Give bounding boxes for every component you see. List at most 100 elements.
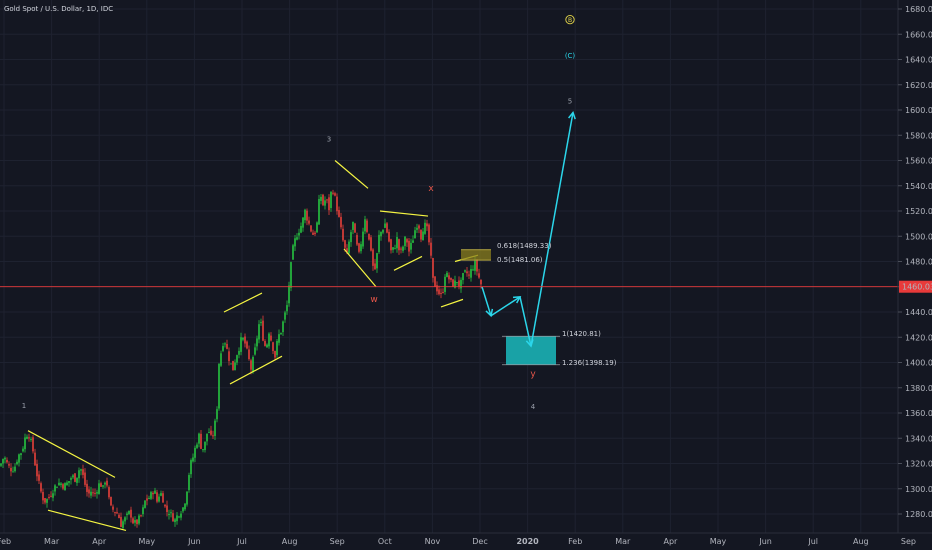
candle-body-down bbox=[336, 196, 338, 212]
pattern-upper-trendline[interactable] bbox=[334, 160, 369, 189]
candle-body-up bbox=[64, 483, 66, 491]
price-tick-label: 1520.00 bbox=[905, 207, 932, 216]
candle-body-down bbox=[48, 496, 50, 498]
candle-body-down bbox=[370, 237, 372, 251]
candle-body-up bbox=[470, 269, 472, 278]
candle-body-down bbox=[366, 220, 368, 232]
projection-arrows[interactable] bbox=[481, 110, 576, 348]
pattern-upper-trendline[interactable] bbox=[27, 430, 116, 478]
candle-body-up bbox=[186, 491, 188, 505]
projection-segment[interactable] bbox=[481, 286, 492, 317]
candle-body-up bbox=[70, 478, 72, 480]
candle-body-up bbox=[194, 447, 196, 458]
candle-body-up bbox=[168, 513, 170, 515]
price-tick-label: 1480.00 bbox=[905, 258, 932, 267]
candle-body-up bbox=[66, 482, 68, 486]
candle-body-down bbox=[408, 240, 410, 252]
candle-body-down bbox=[442, 292, 444, 294]
candle-body-up bbox=[384, 223, 386, 228]
candle-body-up bbox=[16, 461, 18, 465]
time-tick-label: Nov bbox=[425, 537, 441, 546]
pattern-upper-trendline[interactable] bbox=[379, 210, 429, 217]
candle-body-up bbox=[302, 217, 304, 228]
candle-body-down bbox=[372, 249, 374, 266]
candle-body-up bbox=[410, 242, 412, 250]
candle-body-up bbox=[150, 492, 152, 499]
price-tick-label: 1340.00 bbox=[905, 434, 932, 443]
candle-body-down bbox=[166, 505, 168, 512]
candle-body-down bbox=[452, 279, 454, 287]
candle-body-up bbox=[392, 247, 394, 250]
price-axis[interactable]: 1280.00 1300.00 1320.00 1340.00 1360.00 1380.… bbox=[898, 5, 932, 519]
wave-b-circle bbox=[565, 14, 575, 25]
candle-body-up bbox=[266, 344, 268, 348]
price-axis-area[interactable] bbox=[898, 0, 932, 550]
pattern-upper-trendline[interactable] bbox=[223, 292, 263, 313]
candle-body-up bbox=[192, 457, 194, 462]
time-tick-label: Mar bbox=[44, 537, 60, 546]
candle-body-down bbox=[406, 239, 408, 243]
pattern-drawings[interactable] bbox=[27, 160, 479, 531]
candle-body-down bbox=[476, 260, 478, 272]
candle-body-up bbox=[204, 441, 206, 451]
candle-body-up bbox=[196, 444, 198, 448]
candle-body-down bbox=[152, 492, 154, 495]
candle-body-up bbox=[230, 363, 232, 365]
time-axis[interactable]: Feb Mar Apr May Jun Jul Aug Sep Oct Nov Dec 2020 Feb… bbox=[0, 537, 916, 546]
candle-body-down bbox=[264, 341, 266, 346]
candle-body-up bbox=[198, 433, 200, 444]
pattern-lower-trendline[interactable] bbox=[343, 248, 377, 288]
candle-body-up bbox=[234, 362, 236, 371]
candle-body-down bbox=[28, 437, 30, 439]
candle-body-up bbox=[174, 519, 176, 523]
pattern-lower-trendline[interactable] bbox=[47, 509, 127, 531]
candle-body-up bbox=[236, 355, 238, 363]
candle-body-up bbox=[224, 343, 226, 345]
candle-body-up bbox=[402, 246, 404, 251]
candle-body-down bbox=[478, 273, 480, 278]
price-tick-label: 1280.00 bbox=[905, 510, 932, 519]
candle-body-down bbox=[100, 483, 102, 487]
candle-body-up bbox=[422, 231, 424, 241]
candle-body-down bbox=[310, 225, 312, 232]
candle-body-down bbox=[272, 342, 274, 352]
candle-body-down bbox=[62, 484, 64, 489]
candle-body-up bbox=[284, 312, 286, 320]
candle-body-down bbox=[34, 452, 36, 466]
candle-body-up bbox=[242, 337, 244, 340]
candle-body-up bbox=[240, 337, 242, 352]
price-tick-label: 1560.00 bbox=[905, 157, 932, 166]
candle-body-up bbox=[460, 279, 462, 289]
wave-count-label: 1 bbox=[22, 402, 26, 410]
zones[interactable] bbox=[461, 249, 560, 366]
last-price-badge bbox=[899, 280, 932, 293]
pattern-lower-trendline[interactable] bbox=[440, 298, 464, 308]
time-axis-area[interactable] bbox=[0, 533, 932, 550]
time-tick-label: Dec bbox=[472, 537, 487, 546]
projection-segment[interactable] bbox=[530, 112, 574, 347]
annotations: 0.618(1489.33) 0.5(1481.06) 1(1420.81) 1.23… bbox=[22, 14, 617, 411]
candle-body-up bbox=[206, 433, 208, 442]
candle-body-down bbox=[108, 487, 110, 498]
candle-body-down bbox=[146, 498, 148, 501]
candle-body-down bbox=[438, 289, 440, 295]
candle-body-up bbox=[54, 485, 56, 492]
candle-body-up bbox=[300, 225, 302, 233]
candle-body-up bbox=[318, 199, 320, 225]
pattern-lower-trendline[interactable] bbox=[393, 255, 423, 271]
projection-segment[interactable] bbox=[519, 296, 532, 347]
price-tick-label: 1420.00 bbox=[905, 333, 932, 342]
candle-body-down bbox=[450, 277, 452, 280]
candle-body-up bbox=[72, 475, 74, 478]
candle-body-down bbox=[326, 199, 328, 201]
pattern-lower-trendline[interactable] bbox=[229, 355, 283, 385]
price-tick-label: 1580.00 bbox=[905, 131, 932, 140]
fib-retracement-zone[interactable] bbox=[461, 249, 491, 261]
candle-body-up bbox=[474, 260, 476, 271]
fib-extension-target-zone[interactable] bbox=[506, 336, 556, 365]
time-tick-label: Oct bbox=[378, 537, 392, 546]
candle-body-up bbox=[14, 466, 16, 472]
projection-segment[interactable] bbox=[490, 296, 521, 317]
